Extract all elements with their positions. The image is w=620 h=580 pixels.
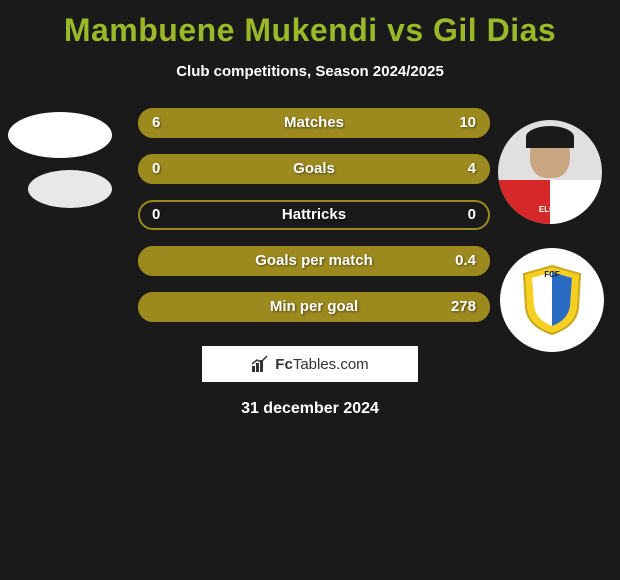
- stat-right-value: 0: [468, 200, 476, 230]
- date-text: 31 december 2024: [0, 400, 620, 418]
- stat-label: Matches: [138, 108, 490, 138]
- stat-row: 6Matches10: [138, 108, 490, 138]
- stat-right-value: 0.4: [455, 246, 476, 276]
- svg-text:FCF: FCF: [544, 270, 560, 279]
- source-badge: FcTables.com: [202, 346, 418, 382]
- stat-row: Goals per match0.4: [138, 246, 490, 276]
- stat-label: Goals: [138, 154, 490, 184]
- player-right-avatar: ELOU: [498, 120, 602, 224]
- stat-right-value: 4: [468, 154, 476, 184]
- comparison-title: Mambuene Mukendi vs Gil Dias: [0, 0, 620, 49]
- stat-right-value: 278: [451, 292, 476, 322]
- stat-row: Min per goal278: [138, 292, 490, 322]
- player-right-club-badge: FCF: [500, 248, 604, 352]
- chart-icon: [251, 355, 269, 373]
- stat-row: 0Hattricks0: [138, 200, 490, 230]
- stat-label: Goals per match: [138, 246, 490, 276]
- source-badge-text: FcTables.com: [275, 356, 368, 373]
- comparison-subtitle: Club competitions, Season 2024/2025: [0, 63, 620, 80]
- stat-right-value: 10: [459, 108, 476, 138]
- player-left-club-placeholder: [28, 170, 112, 208]
- stat-label: Min per goal: [138, 292, 490, 322]
- player-left-avatar-placeholder: [8, 112, 112, 158]
- stat-label: Hattricks: [138, 200, 490, 230]
- stat-row: 0Goals4: [138, 154, 490, 184]
